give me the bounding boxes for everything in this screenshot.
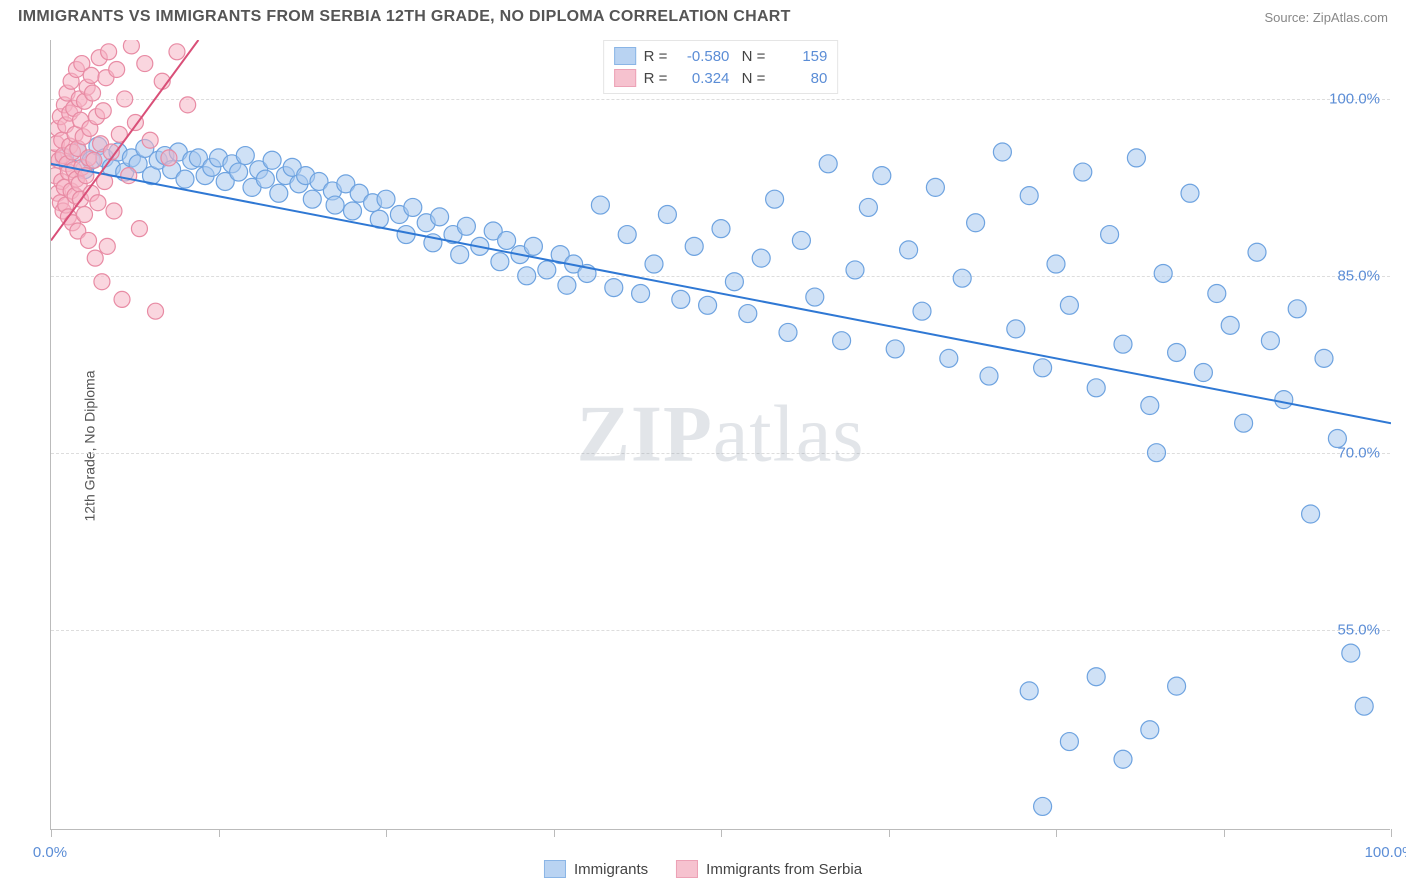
correlation-row-1: R = -0.580 N = 159 — [614, 45, 828, 67]
legend-swatch-2 — [676, 860, 698, 878]
series-legend: Immigrants Immigrants from Serbia — [544, 860, 862, 878]
legend-label-1: Immigrants — [574, 861, 648, 878]
r-value-1: -0.580 — [675, 48, 729, 65]
series-swatch-1 — [614, 47, 636, 65]
r-value-2: 0.324 — [675, 70, 729, 87]
correlation-legend: R = -0.580 N = 159 R = 0.324 N = 80 — [603, 40, 839, 94]
n-value-1: 159 — [773, 48, 827, 65]
r-label: R = — [644, 70, 668, 87]
n-label: N = — [737, 70, 765, 87]
legend-label-2: Immigrants from Serbia — [706, 861, 862, 878]
header: IMMIGRANTS VS IMMIGRANTS FROM SERBIA 12T… — [0, 0, 1406, 30]
legend-item-2: Immigrants from Serbia — [676, 860, 862, 878]
source-attribution: Source: ZipAtlas.com — [1264, 10, 1388, 25]
plot-area: 55.0%70.0%85.0%100.0% ZIPatlas R = -0.58… — [50, 40, 1390, 830]
legend-swatch-1 — [544, 860, 566, 878]
correlation-row-2: R = 0.324 N = 80 — [614, 67, 828, 89]
n-value-2: 80 — [773, 70, 827, 87]
legend-item-1: Immigrants — [544, 860, 648, 878]
n-label: N = — [737, 48, 765, 65]
r-label: R = — [644, 48, 668, 65]
chart-title: IMMIGRANTS VS IMMIGRANTS FROM SERBIA 12T… — [18, 8, 791, 26]
series-swatch-2 — [614, 69, 636, 87]
scatter-svg — [51, 40, 1391, 830]
